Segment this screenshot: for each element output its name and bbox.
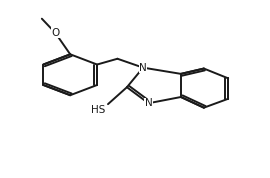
Text: N: N bbox=[139, 63, 147, 73]
Text: O: O bbox=[51, 28, 59, 38]
Text: HS: HS bbox=[91, 105, 106, 115]
Text: N: N bbox=[145, 98, 152, 108]
